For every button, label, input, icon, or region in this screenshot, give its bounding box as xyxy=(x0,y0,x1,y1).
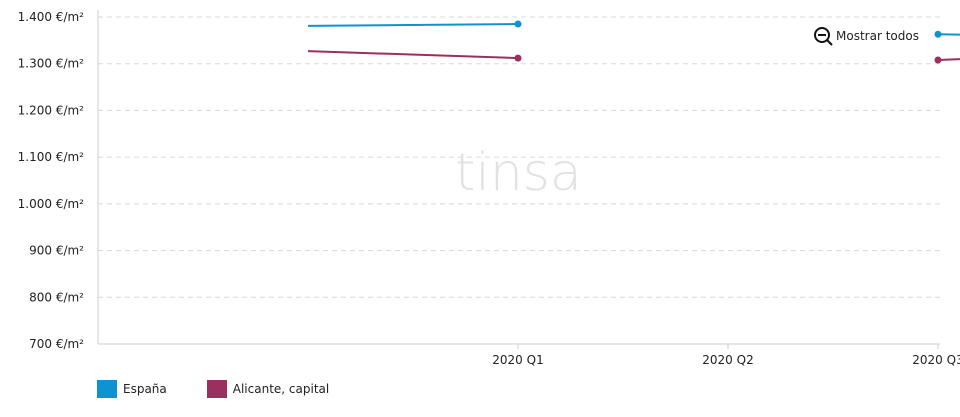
legend-swatch xyxy=(97,380,117,398)
series-layer xyxy=(307,20,960,64)
legend-label: Alicante, capital xyxy=(232,382,330,396)
y-tick-label: 800 €/m² xyxy=(29,290,84,304)
x-tick-label: 2020 Q1 xyxy=(492,353,543,367)
y-tick-label: 1.100 €/m² xyxy=(18,150,85,164)
y-axis-ticks: 700 €/m² 800 €/m² 900 €/m² 1.000 €/m² 1.100 … xyxy=(18,10,85,351)
y-tick-label: 700 €/m² xyxy=(29,337,84,351)
zoom-reset-label[interactable]: Mostrar todos xyxy=(836,29,919,43)
legend-swatch xyxy=(206,380,227,398)
y-tick-label: 1.200 €/m² xyxy=(18,103,85,117)
series-line xyxy=(307,50,519,60)
series-line xyxy=(307,23,519,27)
data-point[interactable] xyxy=(514,54,522,62)
legend-item-alicante[interactable]: Alicante, capital xyxy=(206,380,330,398)
x-tick-label: 2020 Q2 xyxy=(702,353,753,367)
watermark: tinsa xyxy=(455,143,582,203)
legend: España Alicante, capital xyxy=(97,380,369,398)
y-tick-label: 1.300 €/m² xyxy=(18,57,85,71)
series-0 xyxy=(307,20,960,38)
series-1 xyxy=(307,50,960,64)
data-point[interactable] xyxy=(514,20,522,28)
legend-item-espana[interactable]: España xyxy=(97,380,167,398)
series-line xyxy=(937,58,960,61)
zoom-reset-button[interactable]: Mostrar todos xyxy=(814,27,919,46)
zoom-out-icon[interactable] xyxy=(814,27,833,46)
data-point[interactable] xyxy=(934,30,942,38)
data-point[interactable] xyxy=(934,56,942,64)
y-tick-label: 900 €/m² xyxy=(29,244,84,258)
y-tick-label: 1.400 €/m² xyxy=(18,10,85,24)
y-tick-label: 1.000 €/m² xyxy=(18,197,85,211)
x-tick-label: 2020 Q3 xyxy=(912,353,960,367)
legend-label: España xyxy=(123,382,167,396)
